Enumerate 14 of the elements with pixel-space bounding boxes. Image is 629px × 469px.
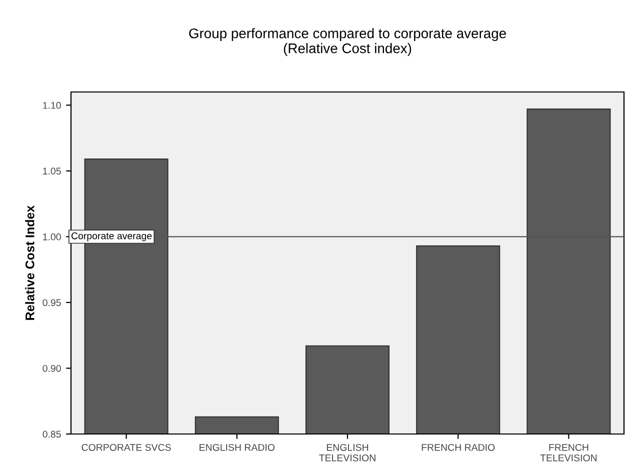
y-tick-label: 0.95 (42, 299, 61, 306)
y-tick-label: 0.85 (42, 430, 61, 438)
y-axis-title: Relative Cost Index (25, 205, 34, 320)
x-tick-label: FRENCH TELEVISION (540, 444, 597, 462)
x-tick-label: ENGLISH RADIO (200, 444, 275, 451)
y-tick-label: 0.90 (42, 364, 61, 372)
x-tick-label: CORPORATE SVCS (82, 444, 171, 451)
y-tick-label: 1.00 (43, 233, 61, 240)
chart-title: Group performance compared to corporate average (Relative Cost index) (189, 28, 506, 56)
x-tick-label: FRENCH RADIO (422, 444, 495, 451)
y-tick-label: 1.05 (43, 168, 61, 175)
ref-line-label: Corporate average (71, 232, 152, 242)
y-tick-label: 1.10 (43, 102, 61, 109)
x-tick-label: ENGLISH TELEVISION (319, 444, 376, 462)
